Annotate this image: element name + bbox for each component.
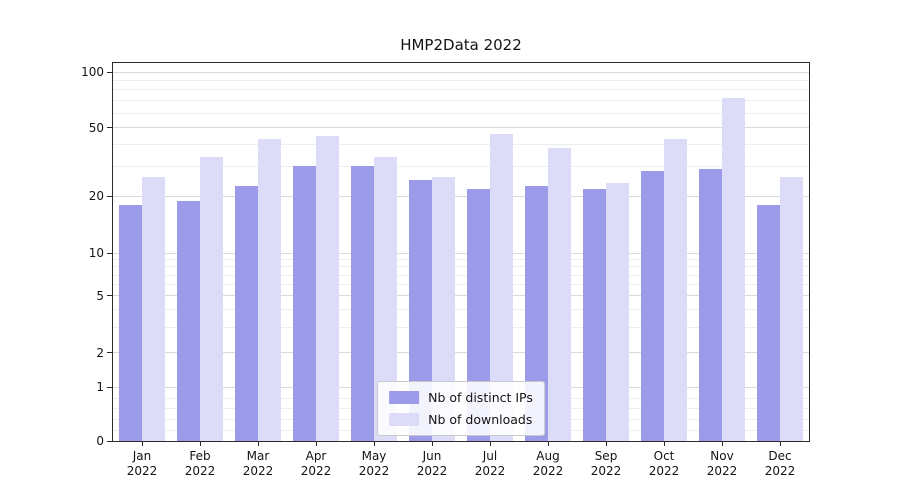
x-tick-label: Aug 2022 bbox=[532, 449, 564, 478]
y-tick-mark bbox=[107, 386, 112, 388]
x-tick-mark bbox=[315, 442, 317, 446]
gridline bbox=[113, 266, 809, 268]
bar-downloads-jan bbox=[142, 176, 165, 441]
x-tick-mark bbox=[141, 442, 143, 446]
gridline bbox=[113, 309, 809, 311]
y-tick-label: 50 bbox=[88, 120, 104, 135]
y-tick-label: 2 bbox=[96, 345, 104, 360]
gridline bbox=[113, 195, 809, 197]
x-tick-mark bbox=[605, 442, 607, 446]
legend-item-downloads: Nb of downloads bbox=[389, 412, 533, 427]
x-tick-mark bbox=[663, 442, 665, 446]
x-tick-label: Dec 2022 bbox=[764, 449, 796, 478]
y-tick-mark bbox=[107, 295, 112, 297]
y-tick-label: 100 bbox=[81, 65, 104, 80]
x-tick-mark bbox=[779, 442, 781, 446]
bar-downloads-feb bbox=[200, 156, 223, 441]
bar-distinct-ips-jun bbox=[409, 179, 432, 441]
x-tick-label: Jul 2022 bbox=[474, 449, 506, 478]
legend: Nb of distinct IPs Nb of downloads bbox=[377, 381, 545, 436]
y-tick-mark bbox=[107, 71, 112, 73]
gridline bbox=[113, 259, 809, 261]
x-tick-label: Feb 2022 bbox=[184, 449, 216, 478]
x-tick-label: Apr 2022 bbox=[300, 449, 332, 478]
bar-downloads-jun bbox=[432, 176, 455, 441]
x-tick-mark bbox=[257, 442, 259, 446]
x-tick-label: Jan 2022 bbox=[126, 449, 158, 478]
bar-distinct-ips-apr bbox=[293, 166, 316, 441]
y-tick-mark bbox=[107, 127, 112, 129]
x-tick-label: Jun 2022 bbox=[416, 449, 448, 478]
bar-downloads-dec bbox=[780, 176, 803, 441]
y-tick-label: 0 bbox=[96, 434, 104, 448]
gridline bbox=[113, 112, 809, 114]
y-tick-label: 5 bbox=[96, 288, 104, 303]
bar-distinct-ips-aug bbox=[525, 185, 548, 441]
gridline bbox=[113, 127, 809, 129]
bar-distinct-ips-may bbox=[351, 166, 374, 441]
y-tick-label: 20 bbox=[88, 189, 104, 204]
legend-item-distinct-ips: Nb of distinct IPs bbox=[389, 390, 533, 405]
bar-downloads-aug bbox=[548, 148, 571, 441]
gridline bbox=[113, 274, 809, 276]
x-tick-label: May 2022 bbox=[358, 449, 390, 478]
gridline bbox=[113, 326, 809, 328]
y-tick-mark bbox=[107, 440, 112, 442]
bar-downloads-apr bbox=[316, 135, 339, 441]
bar-distinct-ips-mar bbox=[235, 185, 258, 441]
gridline bbox=[113, 352, 809, 354]
legend-label-downloads: Nb of downloads bbox=[428, 412, 533, 427]
x-tick-mark bbox=[721, 442, 723, 446]
bar-distinct-ips-dec bbox=[757, 205, 780, 441]
bar-downloads-jul bbox=[490, 133, 513, 441]
x-tick-mark bbox=[547, 442, 549, 446]
gridline bbox=[113, 284, 809, 286]
bar-downloads-nov bbox=[722, 98, 745, 441]
legend-label-distinct-ips: Nb of distinct IPs bbox=[428, 390, 533, 405]
y-tick-mark bbox=[107, 352, 112, 354]
bar-distinct-ips-feb bbox=[177, 200, 200, 441]
x-tick-label: Sep 2022 bbox=[590, 449, 622, 478]
bar-downloads-sep bbox=[606, 182, 629, 441]
bar-distinct-ips-oct bbox=[641, 171, 664, 441]
bar-downloads-mar bbox=[258, 138, 281, 441]
bar-distinct-ips-sep bbox=[583, 189, 606, 441]
bar-distinct-ips-jul bbox=[467, 189, 490, 441]
gridline bbox=[113, 71, 809, 73]
bar-distinct-ips-jan bbox=[119, 205, 142, 441]
bar-distinct-ips-nov bbox=[699, 168, 722, 441]
chart-title: HMP2Data 2022 bbox=[400, 36, 522, 54]
plot-area: Nb of distinct IPs Nb of downloads bbox=[112, 62, 810, 442]
gridline bbox=[113, 100, 809, 102]
y-tick-mark bbox=[107, 195, 112, 197]
gridline bbox=[113, 80, 809, 82]
gridline bbox=[113, 295, 809, 297]
x-tick-mark bbox=[489, 442, 491, 446]
gridline bbox=[113, 165, 809, 167]
legend-swatch-downloads bbox=[389, 413, 420, 426]
x-tick-label: Nov 2022 bbox=[706, 449, 738, 478]
y-tick-label: 10 bbox=[88, 246, 104, 261]
gridline bbox=[113, 89, 809, 91]
x-tick-label: Mar 2022 bbox=[242, 449, 274, 478]
x-tick-mark bbox=[199, 442, 201, 446]
bar-downloads-oct bbox=[664, 138, 687, 441]
x-tick-mark bbox=[431, 442, 433, 446]
gridline bbox=[113, 252, 809, 254]
gridline bbox=[113, 143, 809, 145]
x-tick-label: Oct 2022 bbox=[648, 449, 680, 478]
y-tick-mark bbox=[107, 252, 112, 254]
bar-downloads-may bbox=[374, 156, 397, 441]
legend-swatch-distinct-ips bbox=[389, 391, 420, 404]
x-tick-mark bbox=[373, 442, 375, 446]
y-tick-label: 1 bbox=[96, 380, 104, 395]
